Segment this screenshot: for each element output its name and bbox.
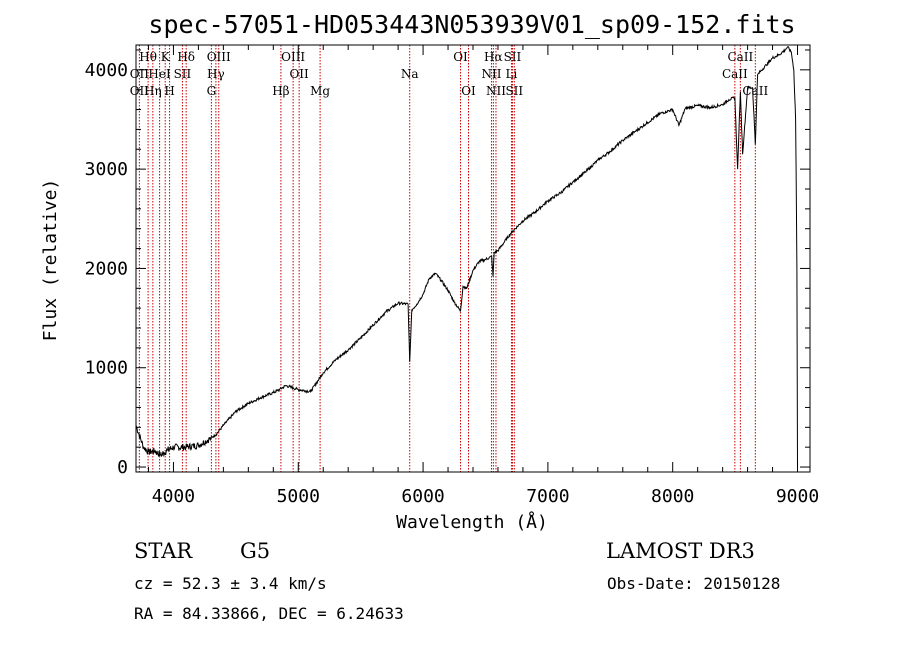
y-tick-label: 2000 (85, 258, 128, 279)
reference-line-label: NII (486, 84, 506, 98)
spectrum-line (135, 46, 798, 468)
reference-line-label: Hβ (272, 84, 289, 98)
y-tick-label: 3000 (85, 159, 128, 180)
reference-line-label: SII (504, 50, 522, 64)
x-tick-label: 8000 (651, 486, 694, 507)
reference-line-label: SII (505, 84, 523, 98)
x-tick-label: 4000 (152, 486, 195, 507)
x-tick-label: 7000 (526, 486, 569, 507)
reference-line-label: Hη (144, 84, 162, 98)
reference-line-label: K (161, 50, 171, 64)
reference-line-label: CaII (727, 50, 753, 64)
reference-line-label: OII (289, 67, 309, 81)
reference-line-label: SII (174, 67, 192, 81)
x-axis-ticks: 4000 5000 6000 7000 8000 9000 (147, 45, 819, 507)
redshift-text: cz = 52.3 ± 3.4 km/s (134, 574, 327, 593)
reference-line-label: OII (130, 67, 150, 81)
y-tick-label: 1000 (85, 358, 128, 379)
reference-line-label: G (207, 84, 217, 98)
reference-line-label: Hδ (177, 50, 195, 64)
chart-title: spec-57051-HD053443N053939V01_sp09-152.f… (148, 10, 795, 39)
coordinates: RA = 84.33866, DEC = 6.24633 (134, 604, 404, 623)
survey-name: LAMOST DR3 (606, 539, 755, 563)
x-tick-label: 5000 (277, 486, 320, 507)
y-axis-label: Flux (relative) (40, 179, 61, 342)
object-class: STAR (134, 539, 193, 563)
reference-line-label: Hγ (207, 67, 225, 81)
reference-lines (138, 45, 756, 472)
y-axis-ticks: 0 1000 2000 3000 4000 (85, 49, 810, 478)
reference-line-label: OI (461, 84, 476, 98)
x-axis-label: Wavelength (Å) (396, 511, 548, 533)
y-tick-label: 0 (117, 457, 128, 478)
x-tick-label: 9000 (776, 486, 819, 507)
reference-line-label: OII (130, 84, 150, 98)
reference-line-label: Li (506, 67, 518, 81)
reference-line-label: CaII (742, 84, 768, 98)
reference-line-label: Hθ (139, 50, 157, 64)
x-tick-label: 6000 (401, 486, 444, 507)
reference-line-label: OIII (207, 50, 231, 64)
reference-line-label: OI (453, 50, 468, 64)
reference-line-label: OIII (281, 50, 305, 64)
reference-line-label: NII (481, 67, 501, 81)
object-subclass: G5 (240, 539, 271, 563)
y-tick-label: 4000 (85, 60, 128, 81)
plot-frame (135, 44, 811, 473)
reference-line-label: Na (401, 67, 419, 81)
reference-line-label: HeI (148, 67, 171, 81)
obs-date: Obs-Date: 20150128 (607, 574, 781, 593)
reference-line-label: H (164, 84, 174, 98)
reference-line-label: Hα (484, 50, 503, 64)
reference-line-label: CaII (722, 67, 748, 81)
reference-line-label: Mg (310, 84, 330, 98)
